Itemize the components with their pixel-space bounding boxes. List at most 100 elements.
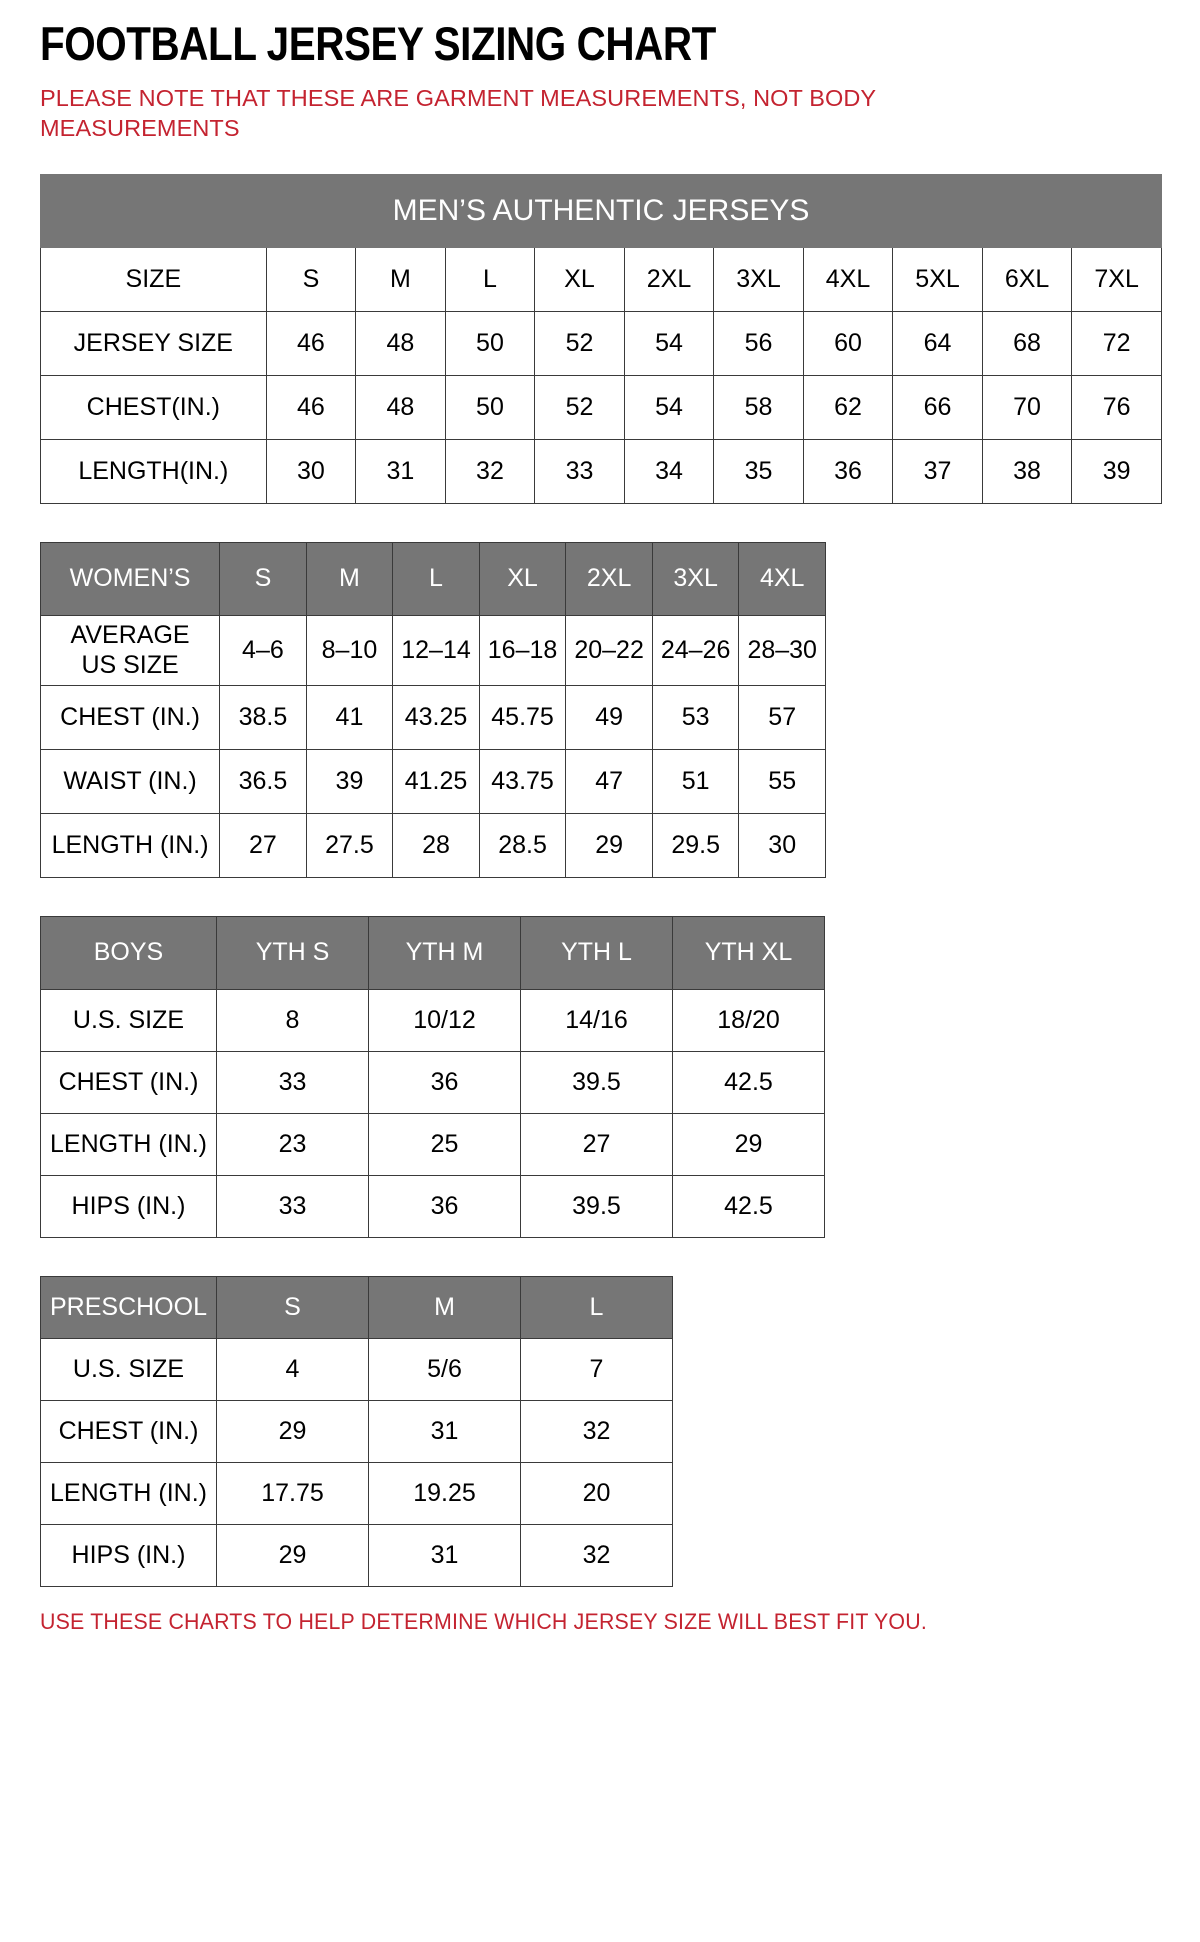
cell: 66 — [892, 375, 983, 441]
cell: 27.5 — [305, 813, 394, 879]
womens-size-s: S — [219, 542, 307, 617]
cell: 10/12 — [368, 989, 521, 1053]
row-label: HIPS (IN.) — [40, 1175, 217, 1239]
cell: 31 — [368, 1524, 521, 1588]
cell: 32 — [520, 1524, 673, 1588]
cell: 54 — [623, 311, 715, 377]
cell: 62 — [802, 375, 894, 441]
cell: 76 — [1071, 375, 1162, 441]
cell: 12–14 — [392, 615, 480, 687]
cell: 27 — [520, 1113, 673, 1177]
preschool-size-s: S — [216, 1276, 369, 1340]
cell: 38.5 — [219, 685, 307, 751]
cell: 56 — [713, 311, 804, 377]
cell: 51 — [651, 749, 740, 815]
preschool-size-l: L — [520, 1276, 673, 1340]
mens-banner-title: MEN’S AUTHENTIC JERSEYS — [40, 174, 1162, 249]
row-label-line1: AVERAGE — [70, 621, 190, 650]
table-row: U.S. SIZE 8 10/12 14/16 18/20 — [40, 989, 825, 1053]
cell: 34 — [623, 439, 715, 505]
cell: 64 — [892, 311, 983, 377]
mens-size-m: M — [355, 247, 446, 313]
cell: 5/6 — [368, 1338, 521, 1402]
cell: 50 — [444, 375, 536, 441]
cell: 36 — [802, 439, 894, 505]
womens-sizing-table: WOMEN’S S M L XL 2XL 3XL 4XL AVERAGE US … — [39, 542, 826, 879]
table-row: CHEST (IN.) 38.5 41 43.25 45.75 49 53 57 — [39, 685, 826, 751]
boys-size-yth-l: YTH L — [520, 916, 673, 991]
mens-size-xl: XL — [534, 247, 625, 313]
cell: 28 — [392, 813, 480, 879]
cell: 29 — [565, 813, 653, 879]
cell: 18/20 — [672, 989, 825, 1053]
cell: 45.75 — [478, 685, 567, 751]
mens-table-section: MEN’S AUTHENTIC JERSEYS SIZE S M L XL 2X… — [40, 174, 1162, 505]
table-row: LENGTH(IN.) 30 31 32 33 34 35 36 37 38 3… — [40, 439, 1162, 505]
cell: 42.5 — [672, 1051, 825, 1115]
cell: 31 — [355, 439, 446, 505]
cell: 29 — [672, 1113, 825, 1177]
cell: 41.25 — [392, 749, 480, 815]
table-row: U.S. SIZE 4 5/6 7 — [40, 1338, 673, 1402]
cell: 27 — [219, 813, 307, 879]
mens-header-row: SIZE S M L XL 2XL 3XL 4XL 5XL 6XL 7XL — [40, 247, 1162, 313]
cell: 29 — [216, 1524, 369, 1588]
cell: 4 — [216, 1338, 369, 1402]
row-label: CHEST (IN.) — [40, 1051, 217, 1115]
cell: 14/16 — [520, 989, 673, 1053]
mens-size-s: S — [265, 247, 357, 313]
cell: 33 — [534, 439, 625, 505]
row-label: LENGTH (IN.) — [40, 1113, 217, 1177]
table-row: LENGTH (IN.) 23 25 27 29 — [40, 1113, 825, 1177]
cell: 19.25 — [368, 1462, 521, 1526]
cell: 24–26 — [651, 615, 740, 687]
cell: 37 — [892, 439, 983, 505]
cell: 70 — [981, 375, 1073, 441]
cell: 50 — [444, 311, 536, 377]
row-label: JERSEY SIZE — [40, 311, 267, 377]
boys-table-section: BOYS YTH S YTH M YTH L YTH XL U.S. SIZE … — [40, 916, 1160, 1239]
cell: 42.5 — [672, 1175, 825, 1239]
mens-size-4xl: 4XL — [802, 247, 894, 313]
preschool-sizing-table: PRESCHOOL S M L U.S. SIZE 4 5/6 7 CHEST … — [40, 1276, 673, 1588]
mens-sizing-table: MEN’S AUTHENTIC JERSEYS SIZE S M L XL 2X… — [40, 174, 1162, 505]
boys-header-label: BOYS — [40, 916, 217, 991]
table-row: CHEST(IN.) 46 48 50 52 54 58 62 66 70 76 — [40, 375, 1162, 441]
cell: 39 — [1071, 439, 1162, 505]
mens-size-6xl: 6XL — [981, 247, 1073, 313]
cell: 72 — [1071, 311, 1162, 377]
boys-size-yth-m: YTH M — [368, 916, 521, 991]
boys-size-yth-xl: YTH XL — [672, 916, 825, 991]
womens-size-3xl: 3XL — [651, 542, 740, 617]
womens-size-m: M — [305, 542, 394, 617]
cell: 16–18 — [478, 615, 567, 687]
cell: 38 — [981, 439, 1073, 505]
row-label: AVERAGE US SIZE — [39, 615, 221, 687]
cell: 54 — [623, 375, 715, 441]
womens-table-section: WOMEN’S S M L XL 2XL 3XL 4XL AVERAGE US … — [39, 542, 1160, 879]
womens-size-2xl: 2XL — [565, 542, 653, 617]
preschool-table-section: PRESCHOOL S M L U.S. SIZE 4 5/6 7 CHEST … — [40, 1276, 1160, 1588]
womens-header-label: WOMEN’S — [39, 542, 221, 617]
cell: 36 — [368, 1175, 521, 1239]
cell: 29 — [216, 1400, 369, 1464]
cell: 17.75 — [216, 1462, 369, 1526]
boys-size-yth-s: YTH S — [216, 916, 369, 991]
mens-size-l: L — [444, 247, 536, 313]
row-label: CHEST(IN.) — [40, 375, 267, 441]
cell: 31 — [368, 1400, 521, 1464]
mens-size-3xl: 3XL — [713, 247, 804, 313]
womens-size-xl: XL — [478, 542, 567, 617]
cell: 8–10 — [305, 615, 394, 687]
cell: 33 — [216, 1175, 369, 1239]
cell: 48 — [355, 311, 446, 377]
cell: 55 — [738, 749, 826, 815]
mens-size-label: SIZE — [40, 247, 267, 313]
cell: 53 — [651, 685, 740, 751]
cell: 52 — [534, 375, 625, 441]
mens-size-5xl: 5XL — [892, 247, 983, 313]
table-row: CHEST (IN.) 29 31 32 — [40, 1400, 673, 1464]
cell: 58 — [713, 375, 804, 441]
row-label: LENGTH(IN.) — [40, 439, 267, 505]
